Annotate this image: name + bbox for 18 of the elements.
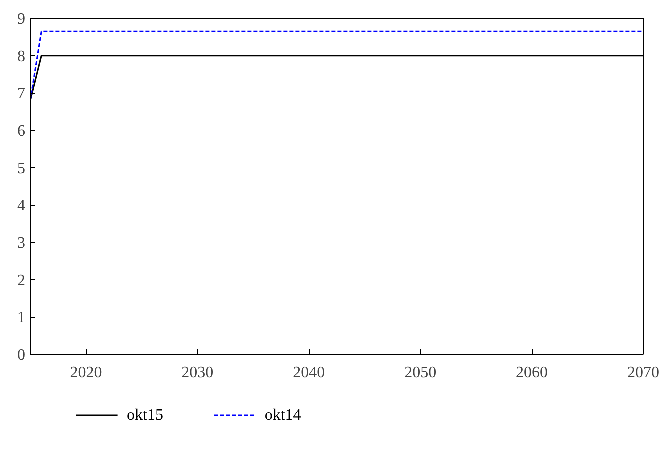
y-tick-label: 4 <box>18 198 26 215</box>
x-tick-label: 2050 <box>404 364 437 382</box>
x-tick-label: 2070 <box>628 364 660 382</box>
y-tick-label: 5 <box>18 160 26 178</box>
y-tick-label: 1 <box>18 310 26 327</box>
legend-label: okt14 <box>264 407 302 424</box>
y-tick-label: 2 <box>18 272 26 290</box>
x-tick-label: 2040 <box>293 364 326 382</box>
x-tick-label: 2020 <box>70 364 102 382</box>
y-tick-label: 7 <box>18 86 26 103</box>
y-tick-label: 9 <box>18 11 26 28</box>
y-tick-label: 0 <box>18 347 26 364</box>
x-tick-label: 2030 <box>182 364 214 382</box>
x-tick-label: 2060 <box>516 364 548 382</box>
legend-label: okt15 <box>127 407 164 424</box>
y-tick-label: 6 <box>18 123 26 140</box>
y-tick-label: 3 <box>18 235 26 252</box>
y-tick-label: 8 <box>18 48 26 66</box>
